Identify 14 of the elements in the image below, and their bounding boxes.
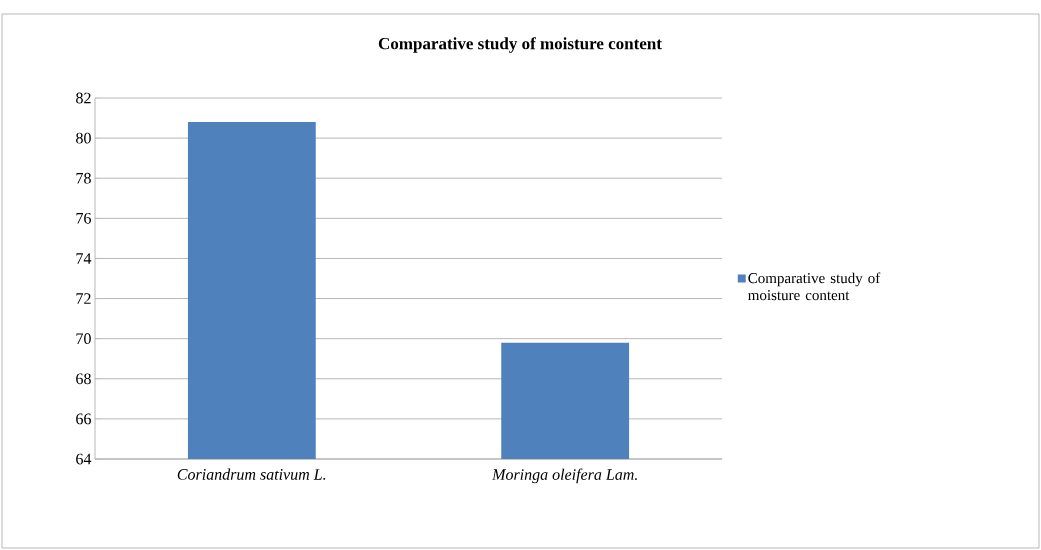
y-tick-label: 70 [76,333,91,345]
y-tick-label: 66 [76,413,91,425]
y-tick-label: 80 [76,132,91,144]
y-tick-label: 68 [76,373,91,385]
y-tick-label: 82 [76,92,91,104]
y-tick-label: 64 [76,453,92,465]
x-tick-label: Moringa oleifera Lam. [491,468,637,484]
y-tick-label: 74 [76,253,92,264]
y-tick-label: 78 [76,172,91,184]
y-tick-label: 72 [76,293,91,304]
chart-title: Comparative study of moisture content [378,37,662,53]
x-tick-label: Coriandrum sativum L. [177,468,326,480]
y-tick-label: 76 [76,212,91,224]
legend-label: Comparative study of moisture content [748,272,881,301]
